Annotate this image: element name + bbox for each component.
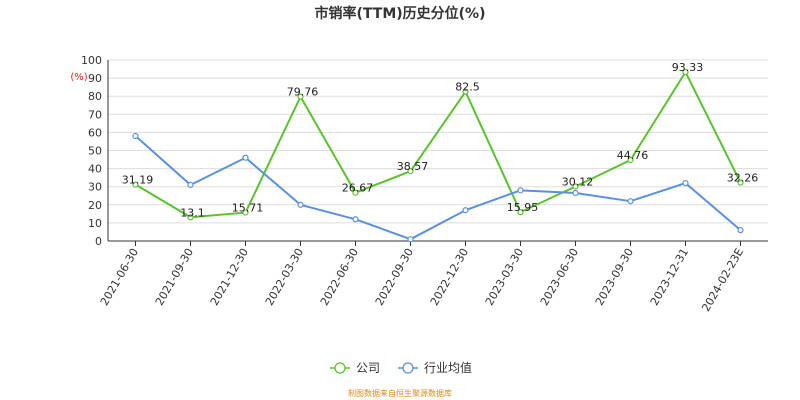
series-point-0[interactable] (627, 156, 634, 164)
x-tick-label: 2021-09-30 (153, 246, 196, 308)
legend-swatch-marker (402, 362, 414, 374)
data-label: 79.76 (287, 86, 319, 99)
series-point-1[interactable] (572, 189, 579, 197)
series-point-0[interactable] (517, 209, 524, 216)
series-point-1[interactable] (627, 198, 634, 205)
series-point-0[interactable] (132, 181, 139, 188)
y-tick-label: 20 (88, 199, 102, 212)
y-tick-label: 30 (88, 181, 102, 194)
series-line-1 (134, 135, 742, 241)
data-label: 38.57 (397, 160, 429, 173)
x-tick-label: 2023-09-30 (593, 246, 636, 308)
data-label: 15.95 (507, 201, 539, 214)
data-label: 32.26 (727, 172, 759, 185)
x-tick-label: 2022-12-30 (428, 246, 471, 308)
y-tick-label: 40 (88, 163, 102, 176)
series-point-0[interactable] (407, 168, 414, 175)
axis-layer: 0 10 20 30 40 50 60 70 80 90 100 2021-06-30 2021-09-… (81, 54, 768, 314)
data-label: 93.33 (672, 61, 704, 74)
y-axis-unit: (%) (70, 72, 87, 83)
data-label: 15.71 (232, 202, 264, 215)
series-point-0[interactable] (297, 93, 304, 100)
series-point-0[interactable] (242, 209, 249, 216)
legend-label[interactable]: 公司 (356, 361, 380, 375)
series-point-1[interactable] (462, 207, 469, 214)
y-tick-label: 100 (81, 54, 102, 67)
series-point-0[interactable] (572, 183, 579, 190)
y-tick-label: 80 (88, 90, 102, 103)
y-tick-label: 60 (88, 126, 102, 139)
y-tick-label: 10 (88, 217, 102, 230)
series-point-1[interactable] (517, 187, 524, 194)
series-point-1[interactable] (737, 227, 744, 234)
data-label: 26.67 (342, 182, 374, 195)
x-tick-label: 2022-09-30 (373, 246, 416, 308)
data-label: 13.1 (180, 206, 205, 219)
grid-layer (108, 59, 768, 242)
x-tick-label: 2022-06-30 (318, 246, 361, 308)
data-label: 31.19 (122, 174, 154, 187)
x-tick-label: 2022-03-30 (263, 246, 306, 308)
series-point-0[interactable] (462, 88, 469, 95)
x-tick-label: 2023-03-30 (483, 246, 526, 308)
series-point-0[interactable] (682, 68, 689, 76)
series-point-1[interactable] (242, 154, 249, 161)
data-label-layer: 31.19 13.1 15.71 79.76 26.67 38.57 82.5 15.95 30… (122, 61, 759, 219)
series-point-0[interactable] (187, 214, 194, 221)
series-point-1[interactable] (132, 132, 139, 140)
chart-title: 市销率(TTM)历史分位(%) (315, 5, 486, 22)
legend-label[interactable]: 行业均值 (424, 360, 472, 375)
legend: 公司 行业均值 (330, 360, 472, 375)
data-label: 82.5 (455, 81, 480, 94)
x-tick-label: 2024-02-23E (699, 246, 746, 314)
data-label: 44.76 (617, 149, 649, 162)
series-point-1[interactable] (352, 216, 359, 223)
series-line-0 (134, 71, 742, 219)
x-tick-label: 2023-06-30 (538, 246, 581, 308)
y-tick-label: 70 (88, 108, 102, 121)
x-tick-label: 2023-12-31 (648, 246, 691, 308)
series-point-1[interactable] (407, 236, 414, 243)
legend-swatch-marker (334, 362, 346, 374)
series-point-1[interactable] (682, 179, 689, 187)
series-point-0[interactable] (737, 179, 744, 186)
y-tick-label: 90 (88, 72, 102, 85)
x-tick-label: 2021-12-30 (208, 246, 251, 308)
data-label: 30.12 (562, 175, 594, 188)
source-note: 制图数据来自恒生聚源数据库 (348, 388, 452, 398)
series-point-0[interactable] (352, 189, 359, 196)
series-point-1[interactable] (297, 201, 304, 208)
y-tick-label: 0 (95, 235, 102, 248)
y-tick-label: 50 (88, 145, 102, 158)
series-layer (132, 68, 744, 243)
series-point-1[interactable] (187, 181, 194, 188)
x-tick-label: 2021-06-30 (98, 246, 141, 308)
